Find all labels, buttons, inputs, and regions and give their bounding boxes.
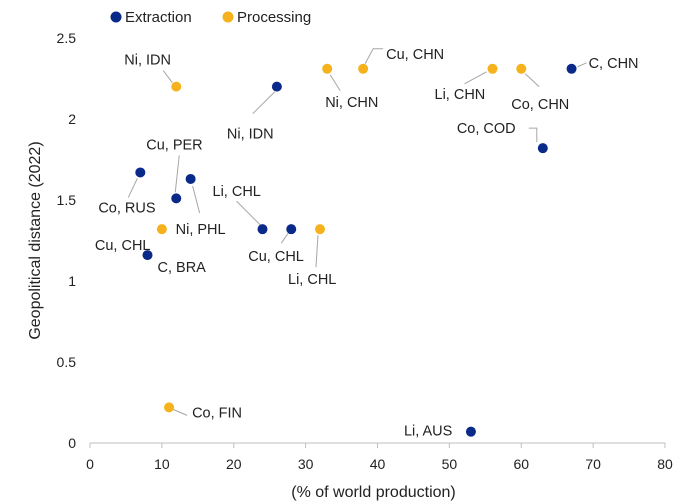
leader-line-extraction-ni-phl	[192, 185, 201, 214]
x-tick-label: 40	[370, 456, 386, 472]
leader-line-extraction-ni-idn	[252, 91, 276, 114]
y-tick-label: 2.5	[57, 30, 77, 46]
y-axis-label: Geopolitical distance (2022)	[27, 141, 44, 339]
point-extraction-co-cod	[537, 143, 548, 154]
point-label-extraction-li-aus: Li, AUS	[404, 424, 452, 440]
leader-line-processing-li-chl	[315, 235, 319, 268]
point-processing-cu-chl	[156, 224, 167, 235]
point-extraction-c-bra	[142, 250, 153, 261]
point-extraction-co-rus	[135, 167, 146, 178]
leader-line-extraction-co-rus	[127, 178, 138, 198]
point-label-processing-ni-chn: Ni, CHN	[325, 95, 378, 111]
legend-label-processing: Processing	[237, 9, 311, 26]
leader-line-processing-ni-idn	[162, 70, 173, 83]
x-tick-label: 20	[226, 456, 242, 472]
point-label-extraction-c-bra: C, BRA	[158, 260, 207, 276]
point-processing-ni-idn	[171, 81, 182, 92]
y-tick-label: 0	[68, 435, 76, 451]
leader-line-processing-cu-chn	[364, 48, 384, 65]
point-label-processing-co-fin: Co, FIN	[192, 405, 242, 421]
point-extraction-ni-phl	[185, 173, 196, 184]
leader-line-extraction-li-chl	[236, 200, 261, 226]
point-processing-li-chl	[315, 224, 325, 235]
legend-marker-extraction	[110, 11, 122, 23]
point-extraction-li-chl	[257, 224, 268, 235]
y-tick-label: 1	[68, 273, 76, 289]
x-tick-label: 80	[657, 456, 673, 472]
point-processing-co-fin	[164, 402, 175, 413]
leader-line-processing-co-fin	[172, 408, 188, 416]
leader-line-extraction-cu-per	[174, 155, 180, 193]
x-tick-label: 10	[154, 456, 170, 472]
point-label-extraction-co-rus: Co, RUS	[98, 200, 155, 216]
x-tick-label: 0	[86, 456, 94, 472]
point-processing-ni-chn	[322, 63, 333, 74]
point-extraction-li-aus	[465, 426, 476, 437]
leader-line-processing-co-chn	[524, 73, 540, 88]
leader-line-processing-ni-chn	[329, 74, 341, 92]
y-tick-label: 2	[68, 111, 76, 127]
x-tick-label: 70	[585, 456, 601, 472]
label-leader-lines	[127, 48, 587, 416]
x-tick-label: 50	[442, 456, 458, 472]
point-label-extraction-ni-phl: Ni, PHL	[176, 222, 226, 238]
point-label-processing-li-chn: Li, CHN	[435, 87, 486, 103]
x-tick-label: 30	[298, 456, 314, 472]
x-tick-label: 60	[513, 456, 529, 472]
leader-line-extraction-co-cod	[528, 127, 538, 143]
point-label-extraction-li-chl: Li, CHL	[213, 184, 261, 200]
point-label-extraction-cu-per: Cu, PER	[146, 137, 202, 153]
point-label-processing-co-chn: Co, CHN	[511, 97, 569, 113]
data-points	[135, 63, 577, 437]
point-extraction-c-chn	[566, 63, 577, 74]
y-tick-label: 0.5	[57, 354, 77, 370]
point-labels: Ni, IDN Ni, CHN Cu, CHN Li, CHN Co, CHN Cu, C…	[95, 47, 639, 440]
point-extraction-cu-chl	[286, 224, 297, 235]
leader-line-processing-li-chn	[464, 71, 487, 85]
point-label-extraction-c-chn: C, CHN	[589, 56, 639, 72]
point-extraction-cu-per	[171, 193, 182, 204]
legend-label-extraction: Extraction	[125, 9, 192, 26]
point-processing-cu-chn	[358, 63, 369, 74]
axes: 0 10 20 30 40 50 60 70 80 0 0.5 1 1.5 2 2.5	[57, 30, 673, 472]
leader-line-extraction-cu-chl	[280, 232, 289, 244]
y-tick-label: 1.5	[57, 192, 77, 208]
point-label-processing-li-chl: Li, CHL	[288, 272, 336, 288]
point-label-processing-cu-chl: Cu, CHL	[95, 238, 151, 254]
leader-line-extraction-c-chn	[577, 62, 587, 68]
point-processing-li-chn	[487, 63, 498, 74]
point-extraction-ni-idn	[271, 81, 282, 92]
point-label-extraction-co-cod: Co, COD	[457, 121, 516, 137]
point-label-extraction-ni-idn: Ni, IDN	[227, 127, 274, 143]
x-axis-label: (% of world production)	[291, 484, 456, 501]
legend: Extraction Processing	[110, 9, 311, 26]
point-label-processing-ni-idn: Ni, IDN	[124, 53, 171, 69]
legend-marker-processing	[222, 11, 234, 23]
point-label-extraction-cu-chl: Cu, CHL	[248, 249, 304, 265]
point-processing-co-chn	[516, 63, 527, 74]
point-label-processing-cu-chn: Cu, CHN	[386, 47, 444, 63]
